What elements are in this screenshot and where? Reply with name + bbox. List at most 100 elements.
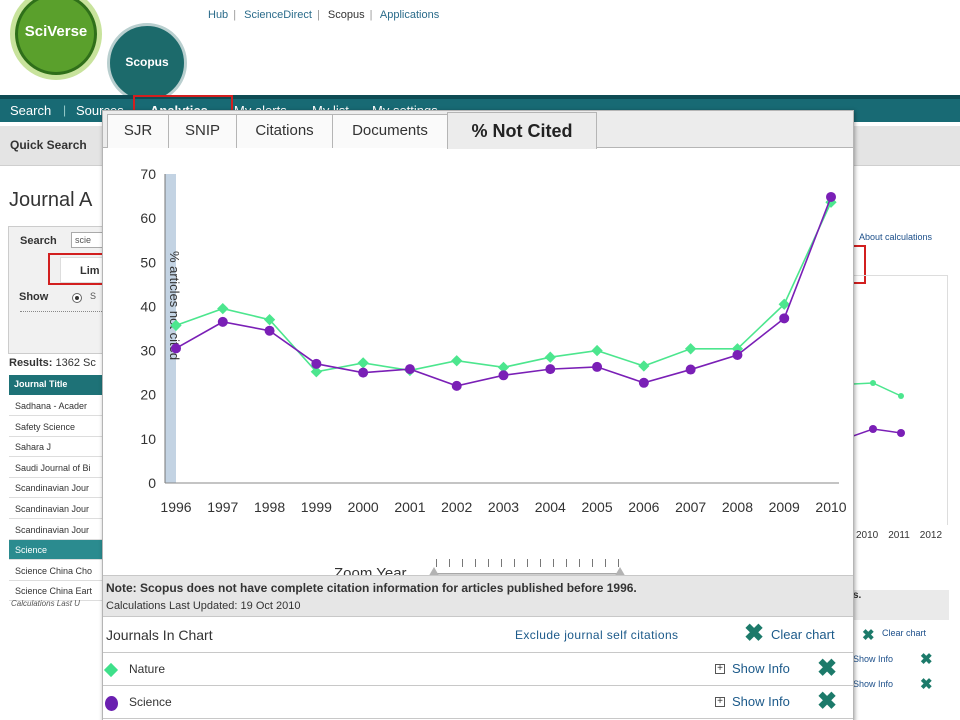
science-point xyxy=(264,325,275,336)
nav-search[interactable]: Search xyxy=(10,103,52,118)
nature-point xyxy=(778,298,790,310)
show-radio[interactable] xyxy=(72,293,82,303)
bg-remove-icon[interactable]: ✖ xyxy=(920,676,933,693)
nature-point xyxy=(451,355,463,367)
science-point xyxy=(498,370,509,381)
results-count: 1362 Sc xyxy=(55,357,96,369)
x-tick-label: 2006 xyxy=(628,499,659,515)
journal-row-nature: Nature + Show Info ✖ xyxy=(103,654,853,686)
science-point xyxy=(217,316,228,327)
bg-remove-icon[interactable]: ✖ xyxy=(920,651,933,668)
exclude-self-citations-link[interactable]: Exclude journal self citations xyxy=(515,628,679,642)
journal-table-row[interactable]: Saudi Journal of Bi xyxy=(9,457,109,478)
about-calculations-link[interactable]: About calculations xyxy=(859,232,933,242)
science-point xyxy=(592,361,603,372)
bg-clear-icon[interactable]: ✖ xyxy=(862,627,875,644)
y-tick-label: 50 xyxy=(140,254,156,270)
scopus-logo-text: Scopus xyxy=(125,55,169,69)
zoom-ticks xyxy=(436,559,620,567)
tab-citations[interactable]: Citations xyxy=(236,114,333,148)
y-axis-label: % articles not cited xyxy=(167,251,182,360)
nature-point xyxy=(591,344,603,357)
metric-tabs: SJR SNIP Citations Documents % Not Cited xyxy=(103,111,853,149)
bg-clear-chart-link[interactable]: Clear chart xyxy=(882,628,927,638)
top-link-applications[interactable]: Applications xyxy=(379,9,440,21)
search-panel: Search scie xyxy=(8,226,118,354)
top-link-scopus[interactable]: Scopus xyxy=(327,9,365,21)
quick-search-label[interactable]: Quick Search xyxy=(10,138,87,152)
science-point xyxy=(779,313,790,324)
y-tick-label: 70 xyxy=(140,166,156,182)
calculations-note: Calculations Last U xyxy=(11,599,80,608)
y-tick-label: 40 xyxy=(140,298,156,314)
top-link-sciencedirect[interactable]: ScienceDirect xyxy=(244,9,312,21)
limit-label[interactable]: Lim xyxy=(80,265,100,277)
nature-marker-icon xyxy=(103,662,119,678)
journal-table-row[interactable]: Science xyxy=(9,540,109,561)
background-years: 2010 2011 2012 xyxy=(856,530,952,541)
journal-table-row[interactable]: Science China Eart xyxy=(9,581,109,602)
journal-analyzer-modal: SJR SNIP Citations Documents % Not Cited… xyxy=(102,110,854,720)
journal-table-row[interactable]: Science China Cho xyxy=(9,560,109,581)
clear-chart-icon[interactable]: ✖ xyxy=(744,620,765,647)
science-point xyxy=(404,364,415,375)
scopus-logo[interactable]: Scopus xyxy=(107,23,187,103)
science-point xyxy=(171,343,181,354)
x-tick-label: 2007 xyxy=(675,499,706,515)
bg-show-info-1[interactable]: Show Info xyxy=(853,654,894,664)
y-tick-label: 10 xyxy=(140,431,156,447)
journal-table-row[interactable]: Scandinavian Jour xyxy=(9,499,109,519)
x-tick-label: 2004 xyxy=(535,499,566,515)
journal-table-row[interactable]: Scandinavian Jour xyxy=(9,519,109,540)
remove-journal-icon[interactable]: ✖ xyxy=(817,688,838,715)
science-point xyxy=(732,349,743,360)
clear-chart-link[interactable]: Clear chart xyxy=(771,627,835,642)
expand-icon[interactable]: + xyxy=(715,664,725,674)
note-bar: Note: Scopus does not have complete cita… xyxy=(103,575,853,617)
y-tick-label: 20 xyxy=(140,387,156,403)
show-info-link[interactable]: Show Info xyxy=(732,694,790,709)
background-panel xyxy=(853,590,949,620)
sciverse-logo[interactable]: SciVerse xyxy=(10,0,102,80)
nature-point xyxy=(497,361,510,374)
journal-table-row[interactable]: Scandinavian Jour xyxy=(9,478,109,499)
bg-year-2011: 2011 xyxy=(888,530,910,541)
calc-highlight xyxy=(853,245,866,284)
tab-snip[interactable]: SNIP xyxy=(168,114,237,148)
top-links: Hub | ScienceDirect | Scopus | Applications xyxy=(208,9,440,21)
x-tick-label: 2009 xyxy=(769,499,800,515)
show-option-label: S xyxy=(90,291,97,301)
pre-1996-band xyxy=(165,174,176,483)
science-marker-icon xyxy=(105,696,118,711)
x-tick-label: 1997 xyxy=(207,499,238,515)
x-tick-label: 2003 xyxy=(488,499,519,515)
search-label: Search xyxy=(20,235,57,247)
tab-documents[interactable]: Documents xyxy=(332,114,448,148)
nature-point xyxy=(310,366,323,378)
nature-point xyxy=(638,360,650,372)
bg-show-info-2[interactable]: Show Info xyxy=(853,679,894,689)
journal-table-row[interactable]: Safety Science xyxy=(9,416,109,437)
divider xyxy=(20,311,110,312)
journal-title-header[interactable]: Journal Title xyxy=(9,375,109,395)
tab-sjr[interactable]: SJR xyxy=(107,114,169,148)
series-line-science xyxy=(175,196,832,387)
science-point xyxy=(826,191,836,202)
tab-not-cited[interactable]: % Not Cited xyxy=(447,112,597,149)
remove-journal-icon[interactable]: ✖ xyxy=(817,655,838,682)
x-tick-label: 2000 xyxy=(348,499,379,515)
science-point xyxy=(358,367,369,378)
results-summary: Results: 1362 Sc xyxy=(9,357,96,369)
journals-in-chart-title: Journals In Chart xyxy=(106,627,213,643)
science-point xyxy=(451,380,462,391)
journals-in-chart-header: Journals In Chart Exclude journal self c… xyxy=(103,618,853,653)
journal-table-row[interactable]: Sahara J xyxy=(9,437,109,458)
science-point xyxy=(545,364,556,375)
y-tick-label: 60 xyxy=(140,210,156,226)
show-info-link[interactable]: Show Info xyxy=(732,661,790,676)
not-cited-chart: 0 10 20 30 40 50 60 70 1996 1997 1998 1999 2000 2001 2… xyxy=(140,166,846,515)
x-tick-label: 1999 xyxy=(301,499,332,515)
journal-table-row[interactable]: Sadhana - Acader xyxy=(9,396,109,416)
top-link-hub[interactable]: Hub xyxy=(208,9,229,21)
expand-icon[interactable]: + xyxy=(715,697,725,707)
